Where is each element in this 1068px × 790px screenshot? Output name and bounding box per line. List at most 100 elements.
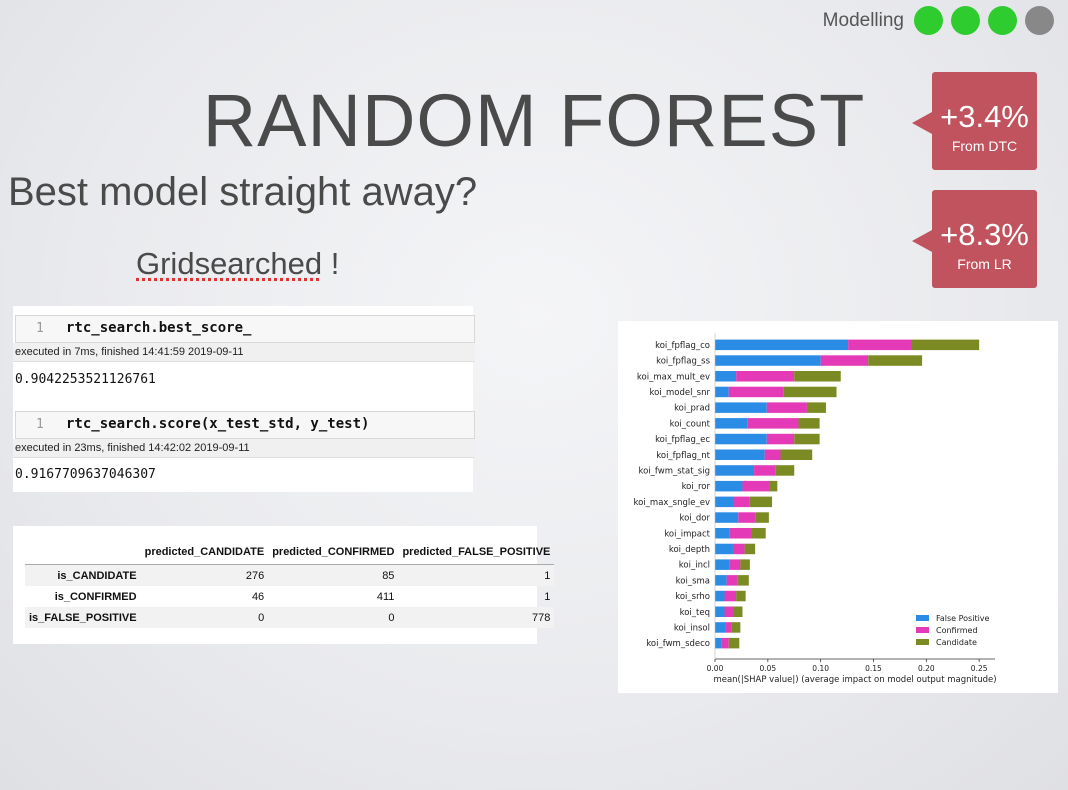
cell-code: rtc_search.score(x_test_std, y_test) [66, 416, 370, 432]
legend-label: False Positive [936, 614, 990, 623]
column-header: predicted_CONFIRMED [272, 546, 395, 558]
bar-segment [794, 371, 841, 382]
progress-dot-4 [1025, 6, 1054, 35]
x-axis-label: mean(|SHAP value|) (average impact on mo… [713, 675, 996, 685]
bar-segment [783, 386, 837, 398]
bar-segment [715, 528, 730, 539]
bar-segment [715, 339, 849, 351]
table-row: is_CONFIRMED 46 411 1 [25, 586, 554, 607]
bar-segment [766, 402, 807, 413]
code-cell[interactable]: 1 rtc_search.best_score_ [15, 315, 475, 343]
bar-segment [798, 418, 820, 429]
bar-segment [736, 590, 746, 602]
legend-swatch [916, 627, 929, 633]
feature-label: koi_fpflag_nt [656, 451, 710, 461]
feature-label: koi_max_mult_ev [637, 372, 710, 382]
section-label: Modelling [822, 9, 904, 31]
feature-label: koi_model_snr [650, 388, 711, 398]
bar-segment [715, 622, 726, 633]
bar-segment [749, 496, 773, 508]
cell-output: 0.9167709637046307 [15, 467, 156, 482]
bar-segment [736, 371, 795, 382]
bar-segment [775, 465, 795, 476]
bar-segment [715, 637, 722, 649]
bar-segment [780, 449, 813, 460]
bar-segment [747, 418, 799, 429]
slide-subtitle: Best model straight away? [8, 170, 478, 214]
cell-number: 1 [36, 321, 44, 336]
table-header-row: predicted_CANDIDATE predicted_CONFIRMED … [25, 540, 555, 565]
bar-segment [755, 512, 769, 523]
progress-indicator: Modelling [823, 6, 1054, 35]
shap-chart: koi_fpflag_co koi_fpflag_ss koi_max_mult_e… [633, 333, 997, 685]
bar-segment [820, 355, 869, 366]
badge-percent: +3.4% [940, 99, 1029, 134]
bar-segment [732, 606, 743, 617]
x-tick-label: 0.15 [865, 664, 882, 673]
bar-segment [715, 465, 755, 476]
bar-segment [737, 575, 749, 586]
table-cell: 46 [251, 590, 265, 603]
bar-segment [715, 512, 739, 523]
bar-segment [731, 622, 741, 633]
table-cell: 411 [376, 590, 395, 603]
feature-label: koi_fwm_sdeco [646, 639, 710, 649]
exec-info: executed in 23ms, finished 14:42:02 2019… [13, 439, 475, 458]
bar-segment [742, 480, 770, 492]
bar-segment [769, 480, 778, 492]
progress-dot-2 [951, 6, 980, 35]
bar-segment [911, 339, 980, 351]
row-header: is_CONFIRMED [54, 590, 137, 603]
bar-segment [715, 371, 737, 382]
table-cell: 0 [258, 611, 265, 624]
bar-segment [848, 339, 912, 351]
bar-segment [715, 449, 765, 460]
bar-segment [715, 575, 727, 586]
bar-segment [734, 496, 750, 508]
bar-segment [729, 528, 752, 539]
slide-title: RANDOM FOREST [202, 79, 866, 162]
notebook-panel: 1 rtc_search.best_score_ executed in 7ms… [13, 306, 475, 492]
bar-segment [715, 386, 729, 398]
bar-segment [715, 590, 725, 602]
legend-swatch [916, 639, 929, 645]
bar-segment [725, 622, 732, 633]
bar-segment [715, 543, 733, 555]
bar-segment [729, 559, 741, 570]
bar-segment [732, 543, 745, 555]
improvement-badge-lr: +8.3% From LR [912, 190, 1037, 288]
legend-label: Candidate [936, 638, 977, 647]
bar-segment [740, 559, 750, 570]
bar-segment [715, 402, 767, 413]
feature-label: koi_incl [679, 561, 710, 571]
bar-segment [728, 637, 740, 649]
table-cell: 1 [544, 569, 551, 582]
bar-segment [715, 496, 735, 508]
bar-segment [766, 433, 795, 445]
badge-from: From LR [957, 256, 1012, 272]
confusion-matrix-panel: predicted_CANDIDATE predicted_CONFIRMED … [13, 526, 555, 644]
feature-label: koi_depth [669, 545, 710, 555]
code-cell[interactable]: 1 rtc_search.score(x_test_std, y_test) [15, 411, 475, 439]
table-cell: 276 [245, 569, 265, 582]
exec-info: executed in 7ms, finished 14:41:59 2019-… [13, 343, 475, 362]
feature-label: koi_sma [676, 576, 710, 586]
confusion-matrix: predicted_CANDIDATE predicted_CONFIRMED … [25, 540, 555, 628]
bar-segment [724, 606, 733, 617]
cell-number: 1 [36, 417, 44, 432]
bar-segment [715, 433, 767, 445]
table-row: is_FALSE_POSITIVE 0 0 778 [25, 607, 555, 628]
bar-segment [744, 543, 756, 555]
x-tick-label: 0.20 [918, 664, 935, 673]
bar-segment [724, 590, 737, 602]
column-header: predicted_FALSE_POSITIVE [402, 546, 551, 558]
bar-segment [715, 355, 821, 366]
x-tick-label: 0.10 [812, 664, 829, 673]
bar-segment [728, 386, 784, 398]
cell-output: 0.9042253521126761 [15, 372, 156, 387]
feature-label: koi_fpflag_co [655, 341, 710, 351]
table-cell: 778 [532, 611, 551, 624]
table-cell: 0 [388, 611, 395, 624]
bar-segment [754, 465, 776, 476]
x-tick-label: 0.05 [759, 664, 776, 673]
